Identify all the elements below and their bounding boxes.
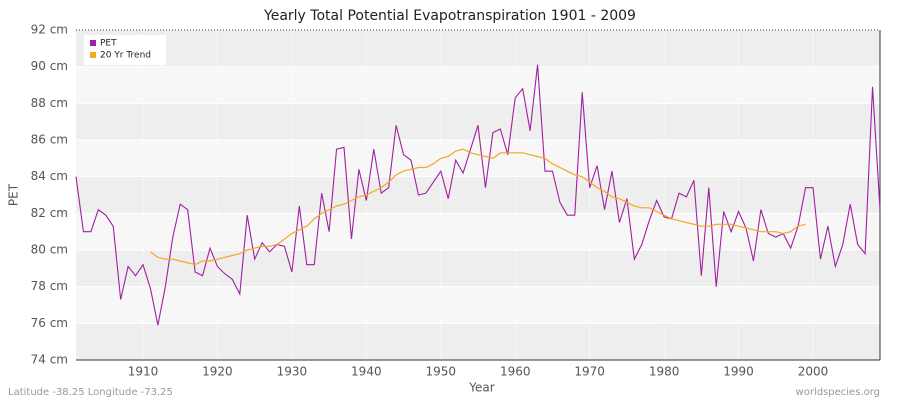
grid-band xyxy=(76,30,880,67)
legend-swatch xyxy=(90,40,96,46)
x-tick-label: 1930 xyxy=(277,365,308,379)
x-tick-label: 1980 xyxy=(649,365,680,379)
footer-left: Latitude -38.25 Longitude -73.25 xyxy=(8,387,173,398)
y-tick-label: 82 cm xyxy=(31,206,68,220)
x-tick-label: 1990 xyxy=(723,365,754,379)
y-tick-label: 76 cm xyxy=(31,316,68,330)
grid-band xyxy=(76,176,880,214)
x-tick-label: 2000 xyxy=(798,365,829,379)
y-tick-label: 84 cm xyxy=(31,169,68,183)
legend-swatch xyxy=(90,52,96,58)
chart-title: Yearly Total Potential Evapotranspiratio… xyxy=(263,8,636,24)
y-tick-label: 88 cm xyxy=(31,96,68,110)
x-tick-label: 1910 xyxy=(128,365,159,379)
x-tick-label: 1970 xyxy=(574,365,605,379)
grid-band xyxy=(76,103,880,140)
y-tick-label: 80 cm xyxy=(31,243,68,257)
legend-label: 20 Yr Trend xyxy=(100,51,151,61)
y-tick-label: 92 cm xyxy=(31,23,68,37)
grid-band xyxy=(76,250,880,287)
y-tick-label: 90 cm xyxy=(31,59,68,73)
x-tick-label: 1920 xyxy=(202,365,233,379)
x-tick-label: 1960 xyxy=(500,365,531,379)
legend-label: PET xyxy=(100,39,117,49)
y-tick-label: 74 cm xyxy=(31,353,68,367)
x-axis-label: Year xyxy=(468,381,494,395)
footer-right: worldspecies.org xyxy=(796,387,880,398)
y-axis-label: PET xyxy=(7,183,21,206)
data-line xyxy=(150,148,806,266)
grid-band xyxy=(76,323,880,360)
y-tick-label: 78 cm xyxy=(31,279,68,293)
x-tick-label: 1950 xyxy=(426,365,457,379)
legend-box xyxy=(84,35,166,65)
y-tick-label: 86 cm xyxy=(31,133,68,147)
x-tick-label: 1940 xyxy=(351,365,382,379)
